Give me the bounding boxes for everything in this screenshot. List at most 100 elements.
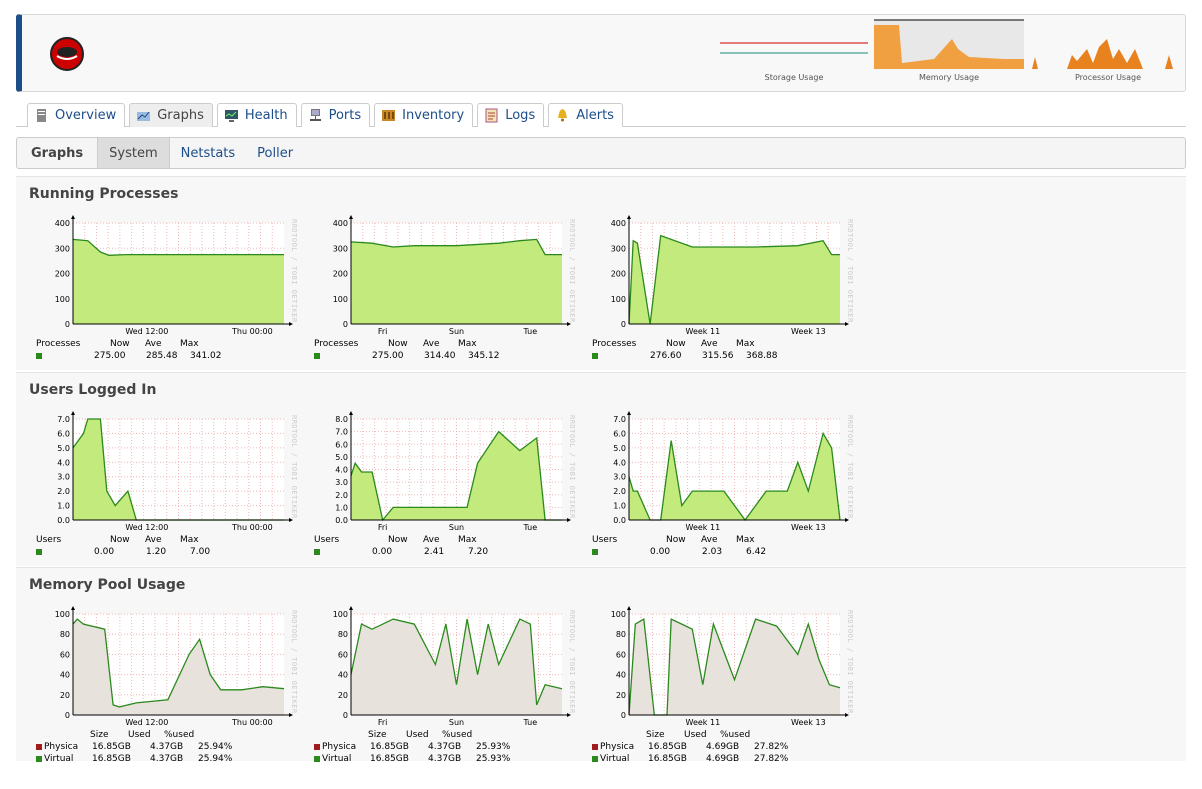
legend-swatch — [314, 549, 320, 555]
device-tabs: Overview Graphs Health Ports Inventory Logs Al… — [27, 103, 623, 127]
tab-ports[interactable]: Ports — [300, 103, 371, 127]
tab-logs[interactable]: Logs — [477, 103, 545, 127]
processor-usage-sparkline — [1032, 39, 1173, 69]
device-header: Storage Usage Memory Usage Processor Usa… — [16, 14, 1186, 92]
y-tick-label: 0 — [65, 711, 70, 720]
tab-overview[interactable]: Overview — [27, 103, 126, 127]
y-tick-label: 6.0 — [613, 429, 626, 438]
subnav-item-system[interactable]: System — [97, 138, 170, 168]
y-tick-label: 0.0 — [335, 516, 348, 525]
legend-value: 25.94% — [198, 754, 233, 764]
tab-graphs[interactable]: Graphs — [129, 103, 213, 127]
y-tick-label: 2.0 — [613, 487, 626, 496]
y-tick-label: 3.0 — [335, 478, 348, 487]
legend-value: 2.03 — [702, 547, 723, 557]
legend-header: Used — [684, 730, 707, 740]
legend-value: 25.93% — [476, 742, 511, 752]
series-line — [628, 618, 841, 716]
rrdtool-watermark: RRDTOOL / TOBI OETIKER — [290, 415, 298, 519]
x-tick-label: Fri — [378, 718, 388, 727]
tab-alerts[interactable]: Alerts — [548, 103, 623, 127]
legend-header: Max — [180, 535, 199, 545]
y-tick-label: 0.0 — [613, 516, 626, 525]
series-line — [350, 238, 562, 256]
y-tick-label: 0.0 — [57, 516, 70, 525]
series-line — [628, 431, 841, 522]
legend-series-name: Physica — [322, 742, 357, 752]
y-axis-arrow — [349, 606, 353, 610]
rrdtool-watermark: RRDTOOL / TOBI OETIKER — [568, 610, 576, 714]
tab-label: Overview — [55, 108, 117, 123]
legend-value: 0.00 — [94, 547, 115, 557]
y-tick-label: 4.0 — [335, 466, 348, 475]
rrdtool-watermark: RRDTOOL / TOBI OETIKER — [846, 415, 854, 519]
tab-health[interactable]: Health — [216, 103, 297, 127]
graph-image[interactable]: 7.0 6.0 5.0 4.0 3.0 2.0 1.0 0.0 Wed 12:00 Thu 00:… — [30, 403, 300, 563]
subnav-item-poller[interactable]: Poller — [257, 145, 294, 161]
graph-icon — [137, 111, 151, 121]
legend-header: %used — [720, 730, 751, 740]
rrdtool-watermark: RRDTOOL / TOBI OETIKER — [568, 219, 576, 323]
legend-header: Ave — [423, 535, 440, 545]
x-tick-label: Wed 12:00 — [125, 523, 168, 532]
y-tick-label: 6.0 — [335, 440, 348, 449]
y-tick-label: 40 — [616, 671, 626, 680]
y-tick-label: 3.0 — [57, 473, 70, 482]
graph-image[interactable]: 7.0 6.0 5.0 4.0 3.0 2.0 1.0 0.0 Week 11 Week 13 RR… — [586, 403, 856, 563]
legend-value: 7.20 — [468, 547, 489, 557]
x-tick-label: Wed 12:00 — [125, 718, 168, 727]
legend-header: Max — [458, 339, 477, 349]
y-tick-label: 100 — [611, 610, 626, 619]
subnav-item-netstats[interactable]: Netstats — [180, 145, 236, 161]
memory-usage-minigraph[interactable]: Memory Usage — [874, 19, 1024, 82]
legend-header: Ave — [701, 339, 718, 349]
storage-usage-minigraph[interactable]: Storage Usage — [720, 19, 868, 82]
graph-image[interactable]: 100 80 60 40 20 0 Week 11 Week 13 RRDTOOL / TOBI… — [586, 598, 856, 764]
x-tick-label: Week 13 — [791, 523, 826, 532]
legend-swatch — [36, 756, 42, 762]
legend-header: Now — [666, 339, 686, 349]
y-tick-label: 5.0 — [57, 444, 70, 453]
graph-image[interactable]: 400 300 200 100 0 Wed 12:00 Thu 00:00 RRDTOOL /… — [30, 207, 300, 367]
legend-swatch — [592, 353, 598, 359]
graph-legend: Size Used %used Physica 16.85GB 4.69GB 27.82% V… — [586, 730, 856, 764]
legend-swatch — [592, 756, 598, 762]
tab-inventory[interactable]: Inventory — [374, 103, 474, 127]
rrd-chart: 400 300 200 100 0 Wed 12:00 Thu 00:00 RRDTOOL /… — [55, 215, 298, 336]
y-tick-label: 80 — [60, 630, 70, 639]
graph-subnav: Graphs System Netstats Poller — [16, 137, 1186, 169]
legend-value: 27.82% — [754, 754, 789, 764]
y-axis-arrow — [71, 411, 75, 415]
graph-image[interactable]: 100 80 60 40 20 0 Fri Sun Tue RRDTOOL / TOBI OETI… — [308, 598, 578, 764]
y-tick-label: 20 — [338, 691, 348, 700]
graph-image[interactable]: 400 300 200 100 0 Fri Sun Tue RRDTOOL / TOBI OET… — [308, 207, 578, 367]
legend-header: Now — [666, 535, 686, 545]
section-title: Running Processes — [29, 186, 179, 202]
graph-legend: Processes Now Ave Max 275.00 285.48 341.02 — [30, 339, 300, 367]
graph-image[interactable]: 100 80 60 40 20 0 Wed 12:00 Thu 00:00 RRDTOOL / … — [30, 598, 300, 764]
legend-value: 2.41 — [424, 547, 445, 557]
tab-label: Logs — [505, 108, 536, 123]
series-line — [72, 238, 284, 256]
tab-label: Graphs — [157, 108, 204, 123]
graph-section: Memory Pool Usage 100 80 60 40 20 0 Wed 12:00 Th… — [16, 567, 1186, 764]
x-axis-arrow — [845, 713, 849, 717]
legend-value: 4.69GB — [706, 742, 740, 752]
processor-usage-minigraph[interactable]: Processor Usage — [1027, 19, 1177, 82]
y-tick-label: 7.0 — [613, 415, 626, 424]
y-tick-label: 6.0 — [57, 429, 70, 438]
x-tick-label: Week 11 — [686, 327, 721, 336]
tab-label: Ports — [328, 108, 362, 123]
inventory-icon — [382, 110, 396, 121]
legend-value: 341.02 — [190, 351, 222, 361]
legend-series-name: Virtual — [44, 754, 74, 764]
graph-image[interactable]: 400 300 200 100 0 Week 11 Week 13 RRDTOOL / TOB… — [586, 207, 856, 367]
y-tick-label: 60 — [616, 650, 626, 659]
graph-legend: Processes Now Ave Max 275.00 314.40 345.12 — [308, 339, 578, 367]
legend-value: 27.82% — [754, 742, 789, 752]
network-icon — [309, 109, 321, 121]
graph-image[interactable]: 8.0 7.0 6.0 5.0 4.0 3.0 2.0 1.0 0.0 Fri Sun Tue RRDT… — [308, 403, 578, 563]
legend-value: 275.00 — [94, 351, 126, 361]
x-axis-arrow — [845, 518, 849, 522]
legend-swatch — [592, 744, 598, 750]
